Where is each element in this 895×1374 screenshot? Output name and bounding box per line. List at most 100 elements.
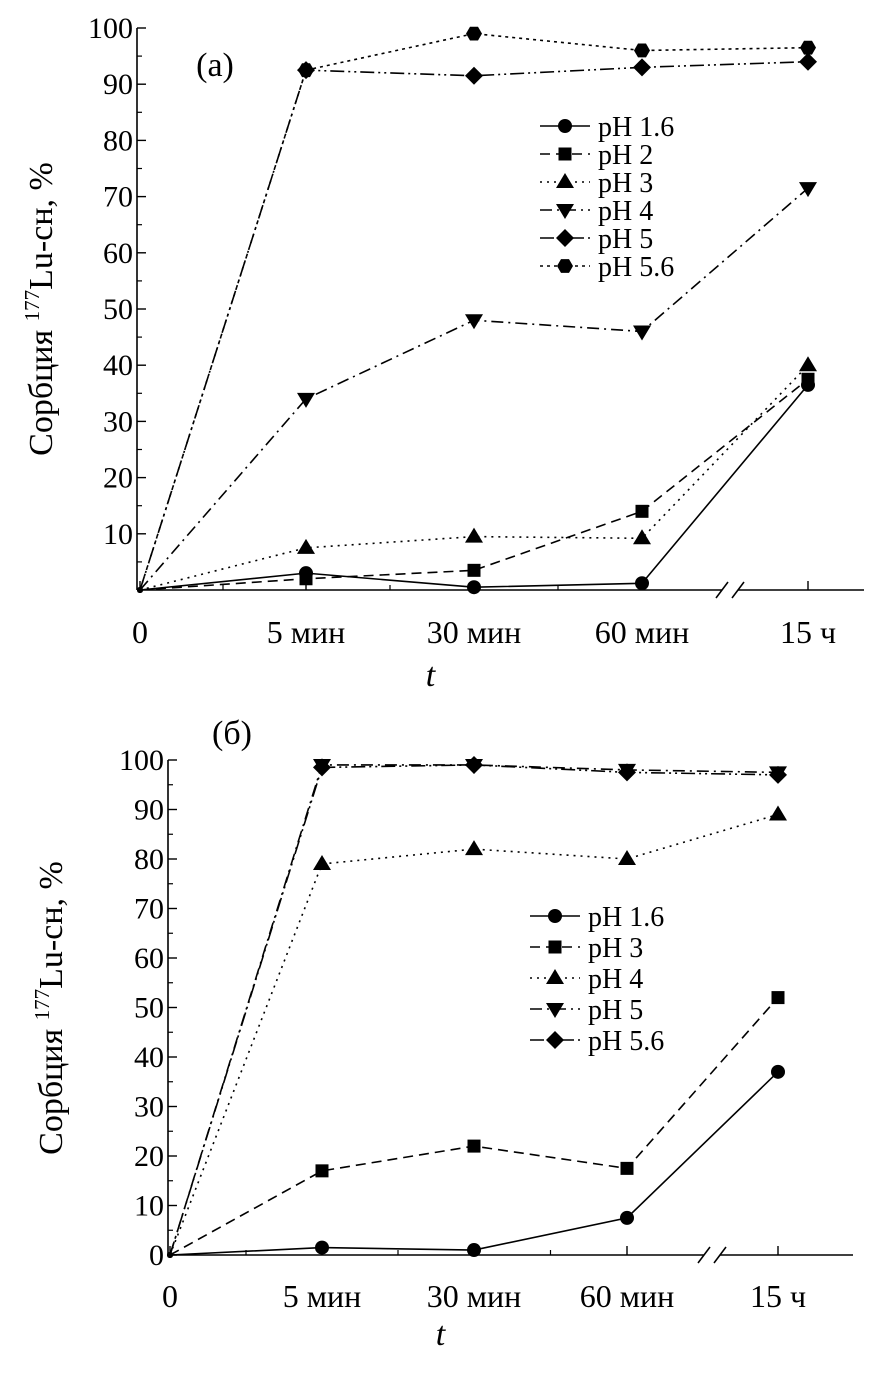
- legend-marker: [558, 147, 572, 161]
- x-tick-label: 60 мин: [580, 1278, 675, 1314]
- y-tick-label: 100: [119, 744, 164, 777]
- y-tick-label: 60: [134, 942, 164, 975]
- data-point: [771, 991, 785, 1005]
- legend-marker: [548, 940, 562, 954]
- legend-label: pH 5.6: [588, 1026, 664, 1057]
- data-point: [800, 40, 816, 55]
- legend-label: pH 4: [598, 196, 653, 227]
- axis-break-mark: [715, 581, 745, 599]
- y-tick-label: 20: [103, 462, 133, 495]
- legend-entry: pH 5.6: [530, 1026, 664, 1057]
- legend-marker: [556, 173, 574, 188]
- data-point: [801, 372, 815, 386]
- series-pH-1-6: [137, 377, 815, 595]
- y-tick-label: 10: [134, 1190, 164, 1223]
- legend: pH 1.6pH 2pH 3pH 4pH 5pH 5.6: [540, 112, 674, 283]
- y-axis-label-superscript: 177: [30, 989, 54, 1021]
- legend-entry: pH 5.6: [540, 252, 674, 283]
- data-point: [465, 527, 483, 543]
- x-ticks: 0 5 мин 30 мин 60 мин 15 ч: [162, 1246, 806, 1314]
- y-tick-label: 50: [103, 293, 133, 326]
- legend-label: pH 5.6: [598, 252, 674, 283]
- x-axis-label: t: [436, 1316, 447, 1353]
- axis-break-stroke: [713, 1246, 727, 1264]
- x-tick-label: 0: [162, 1278, 178, 1314]
- data-point-origin: [137, 587, 143, 593]
- y-tick-label: 70: [103, 181, 133, 214]
- y-tick-label: 60: [103, 237, 133, 270]
- legend-entry: pH 3: [540, 168, 653, 199]
- chart-panel-1: 10 20 30 40 50 60 70 80 90 100 0 5 мин 30 мин 60 мин 1…: [20, 12, 864, 694]
- legend: pH 1.6pH 3pH 4pH 5pH 5.6: [530, 902, 664, 1057]
- y-axis-label: Сорбция 177Lu-сн, %: [20, 162, 60, 456]
- y-tick-label: 90: [103, 68, 133, 101]
- y-tick-label: 90: [134, 794, 164, 827]
- data-point: [467, 580, 481, 595]
- y-axis-label-part: Lu-сн, %: [23, 162, 60, 290]
- y-ticks: 0 10 20 30 40 50 60 70 80 90 100: [119, 744, 177, 1272]
- data-point: [466, 26, 482, 41]
- data-point: [771, 1064, 785, 1079]
- series-line: [169, 764, 779, 1256]
- legend-entry: pH 2: [540, 140, 653, 171]
- legend-marker: [557, 259, 573, 273]
- y-axis-label-part: Сорбция: [33, 1020, 70, 1155]
- data-point: [633, 325, 651, 341]
- legend-marker: [558, 119, 572, 133]
- y-tick-label: 80: [103, 124, 133, 157]
- data-point-origin: [167, 1252, 173, 1258]
- x-ticks: 0 5 мин 30 мин 60 мин 15 ч: [132, 581, 836, 650]
- legend-label: pH 5: [588, 995, 643, 1026]
- legend-label: pH 1.6: [598, 112, 674, 143]
- data-point: [465, 840, 483, 856]
- y-tick-label: 50: [134, 992, 164, 1025]
- data-point: [297, 538, 315, 554]
- y-axis-label-part: Lu-сн, %: [33, 861, 70, 989]
- series-line: [169, 813, 779, 1256]
- series-line: [169, 764, 779, 1256]
- x-tick-label: 15 ч: [750, 1278, 806, 1314]
- legend-marker: [548, 909, 562, 923]
- series-pH-4: [167, 805, 787, 1258]
- y-tick-label: 40: [134, 1041, 164, 1074]
- data-point: [465, 66, 483, 85]
- y-tick-label: 80: [134, 843, 164, 876]
- series-line: [139, 378, 809, 591]
- panel-label: (a): [196, 47, 234, 84]
- y-axis-label: Сорбция 177Lu-сн, %: [30, 861, 70, 1155]
- data-point: [769, 805, 787, 821]
- data-point: [315, 1240, 329, 1255]
- data-point: [799, 52, 817, 71]
- x-tick-label: 5 мин: [267, 614, 346, 650]
- data-point: [633, 58, 651, 77]
- x-axis-label: t: [426, 657, 437, 694]
- data-point: [297, 392, 315, 408]
- y-tick-label: 40: [103, 349, 133, 382]
- series-line: [139, 364, 809, 591]
- legend-entry: pH 5: [540, 224, 653, 255]
- legend-entry: pH 1.6: [530, 902, 664, 933]
- series-pH-4: [137, 182, 817, 593]
- data-point: [635, 504, 649, 518]
- data-point: [467, 1139, 481, 1153]
- series-pH-1-6: [167, 1064, 785, 1258]
- y-axis-label-part: Сорбция: [23, 321, 60, 456]
- data-point: [299, 572, 313, 586]
- y-tick-label: 100: [88, 12, 133, 45]
- data-point: [467, 1243, 481, 1258]
- legend-label: pH 3: [588, 933, 643, 964]
- axis-break-stroke: [697, 1246, 711, 1264]
- data-point: [467, 563, 481, 577]
- legend-marker: [546, 1003, 564, 1018]
- series-pH-2: [137, 372, 815, 593]
- series-pH-3: [137, 356, 817, 593]
- series-line: [169, 1071, 779, 1256]
- series-line: [169, 997, 779, 1256]
- legend-entry: pH 5: [530, 995, 643, 1026]
- legend-label: pH 5: [598, 224, 653, 255]
- legend-entry: pH 3: [530, 933, 643, 964]
- y-tick-label: 70: [134, 893, 164, 926]
- series-pH-3: [167, 991, 785, 1258]
- y-tick-label: 0: [149, 1239, 164, 1272]
